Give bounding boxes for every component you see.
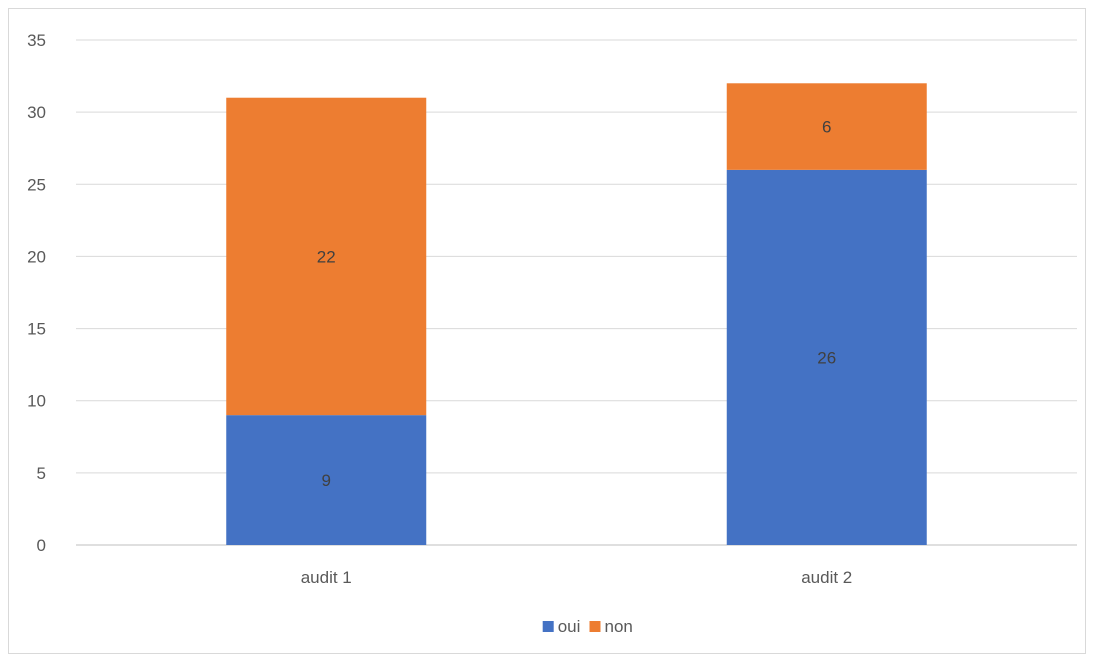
bars xyxy=(226,83,927,545)
gridlines xyxy=(76,39,1077,546)
bar-oui-1 xyxy=(226,415,427,545)
legend-label-oui: oui xyxy=(558,617,581,636)
y-tick-label: 0 xyxy=(37,536,46,555)
bar-non-2 xyxy=(726,83,927,170)
bar-non-1 xyxy=(226,97,427,416)
y-tick-label: 30 xyxy=(27,103,46,122)
y-tick-label: 20 xyxy=(27,247,46,266)
y-tick-label: 15 xyxy=(27,320,46,339)
legend-swatch-oui xyxy=(542,621,554,632)
y-tick-label: 25 xyxy=(27,175,46,194)
data-labels: 9 22 26 6 xyxy=(317,118,836,491)
legend: oui non xyxy=(542,617,633,636)
bar-oui-2 xyxy=(726,169,927,545)
data-label: 9 xyxy=(322,471,331,490)
y-tick-label: 5 xyxy=(37,464,46,483)
data-label: 22 xyxy=(317,247,336,266)
y-tick-label: 10 xyxy=(27,392,46,411)
x-category-label: audit 2 xyxy=(801,568,852,587)
x-category-label: audit 1 xyxy=(301,568,352,587)
data-label: 6 xyxy=(822,118,831,137)
x-axis-categories: audit 1 audit 2 xyxy=(301,568,853,587)
data-label: 26 xyxy=(817,348,836,367)
y-axis-ticks: 0 5 10 15 20 25 30 35 xyxy=(27,31,46,555)
y-tick-label: 35 xyxy=(27,31,46,50)
legend-swatch-non xyxy=(589,621,601,632)
legend-label-non: non xyxy=(605,617,633,636)
